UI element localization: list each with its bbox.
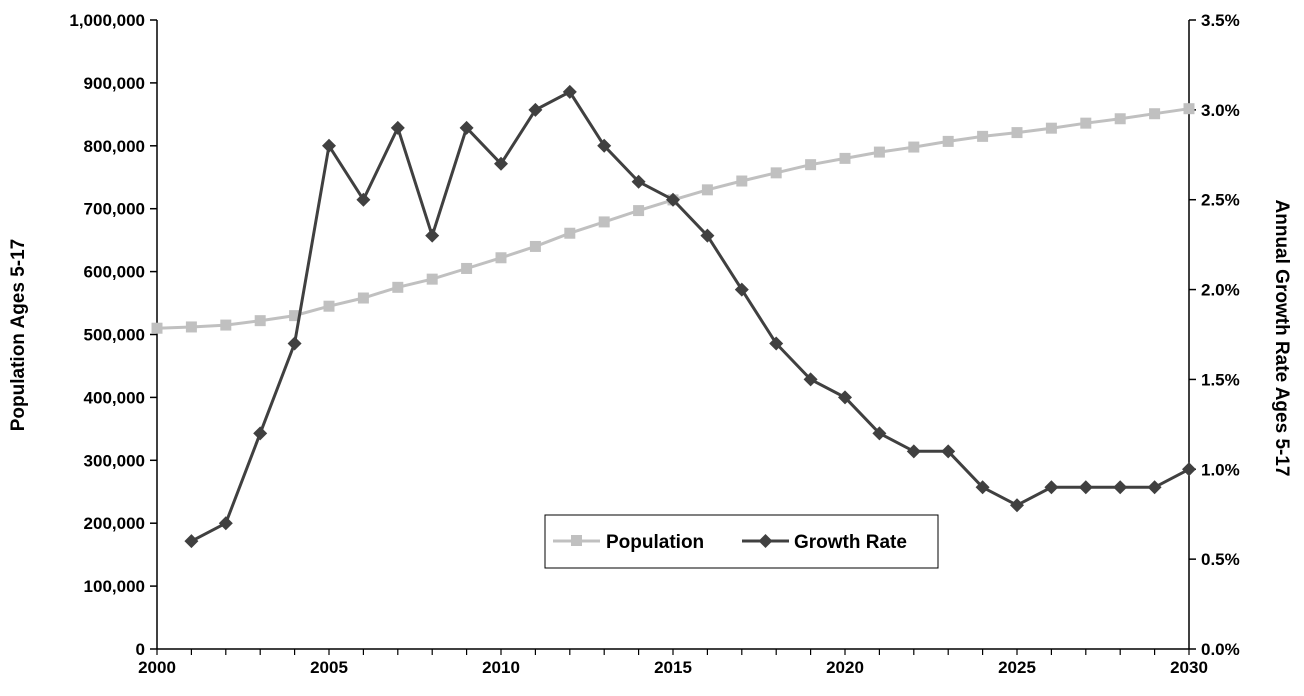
data-point-population xyxy=(426,273,438,285)
data-point-population xyxy=(1114,113,1126,125)
data-point-population xyxy=(770,167,782,179)
data-point-population xyxy=(736,175,748,187)
data-point-population xyxy=(1045,122,1057,134)
data-point-growth-rate xyxy=(872,426,887,441)
data-point-growth-rate xyxy=(975,480,990,495)
data-point-population xyxy=(564,227,576,239)
x-tick-label: 2010 xyxy=(482,658,520,677)
y-tick-label: 0 xyxy=(136,640,145,659)
data-point-growth-rate xyxy=(390,120,405,135)
y-tick-label: 900,000 xyxy=(84,74,145,93)
data-point-growth-rate xyxy=(838,390,852,405)
data-point-population xyxy=(977,130,989,142)
series-layer xyxy=(151,84,1196,549)
data-point-growth-rate xyxy=(1010,498,1024,513)
data-point-growth-rate xyxy=(184,534,199,549)
data-point-growth-rate xyxy=(356,192,371,207)
data-point-growth-rate xyxy=(666,192,680,207)
data-point-growth-rate xyxy=(528,102,543,117)
data-point-growth-rate xyxy=(253,426,268,441)
data-point-population xyxy=(220,319,232,331)
data-point-growth-rate xyxy=(1078,480,1093,495)
y2-axis-title: Annual Growth Rate Ages 5-17 xyxy=(1271,200,1292,477)
x-tick-label: 2005 xyxy=(310,658,348,677)
data-point-population xyxy=(495,252,507,264)
data-point-growth-rate xyxy=(459,120,474,135)
x-tick-label: 2015 xyxy=(654,658,692,677)
y2-tick-label: 2.0% xyxy=(1201,281,1240,300)
legend-marker-population xyxy=(571,535,582,546)
y-tick-label: 600,000 xyxy=(84,263,145,282)
data-point-population xyxy=(392,281,404,293)
data-point-growth-rate xyxy=(769,336,784,351)
legend-label-population: Population xyxy=(606,532,704,553)
data-point-population xyxy=(461,262,473,274)
data-point-growth-rate xyxy=(287,336,302,351)
y2-tick-label: 3.5% xyxy=(1201,11,1240,30)
data-point-population xyxy=(1080,117,1092,129)
series-line-growth-rate xyxy=(190,89,1190,543)
data-point-growth-rate xyxy=(425,228,440,243)
data-point-growth-rate xyxy=(941,444,956,459)
data-point-population xyxy=(598,216,610,228)
ticks: 0 100,000 200,000 300,000 400,000 500,000 600,… xyxy=(69,11,1239,677)
data-point-population xyxy=(633,205,645,217)
y-tick-label: 500,000 xyxy=(84,326,145,345)
x-tick-label: 2030 xyxy=(1170,658,1208,677)
data-point-population xyxy=(701,184,713,196)
data-point-growth-rate xyxy=(700,228,715,243)
data-point-population xyxy=(289,310,301,322)
data-point-growth-rate xyxy=(218,516,233,531)
data-point-growth-rate xyxy=(734,282,749,297)
y2-tick-label: 1.0% xyxy=(1201,460,1240,479)
data-point-population xyxy=(839,152,851,164)
y-tick-label: 800,000 xyxy=(84,137,145,156)
y2-tick-label: 0.0% xyxy=(1201,640,1240,659)
data-point-growth-rate xyxy=(1147,480,1162,495)
y2-tick-label: 0.5% xyxy=(1201,550,1240,569)
data-point-population xyxy=(1011,127,1023,139)
data-point-growth-rate xyxy=(494,156,508,171)
data-point-population xyxy=(357,292,369,304)
series-line-population xyxy=(156,107,1190,330)
data-point-population xyxy=(942,135,954,147)
data-point-growth-rate xyxy=(1182,462,1196,477)
data-point-growth-rate xyxy=(322,138,336,153)
data-point-population xyxy=(254,315,266,327)
data-point-population xyxy=(529,240,541,252)
data-point-population xyxy=(185,321,197,333)
y-tick-label: 1,000,000 xyxy=(69,11,145,30)
legend-box xyxy=(544,514,939,569)
data-point-population xyxy=(1149,108,1161,120)
y-axis-title: Population Ages 5-17 xyxy=(8,239,29,432)
data-point-population xyxy=(323,300,335,312)
y-tick-label: 400,000 xyxy=(84,388,145,407)
data-point-population xyxy=(873,146,885,158)
y2-tick-label: 3.0% xyxy=(1201,101,1240,120)
data-point-population xyxy=(805,159,817,171)
x-tick-label: 2020 xyxy=(826,658,864,677)
x-tick-label: 2025 xyxy=(998,658,1036,677)
y-tick-label: 300,000 xyxy=(84,451,145,470)
legend: Population Growth Rate xyxy=(544,514,939,569)
y-tick-label: 700,000 xyxy=(84,200,145,219)
y-tick-label: 100,000 xyxy=(84,577,145,596)
data-point-growth-rate xyxy=(803,372,818,387)
data-point-population xyxy=(151,322,163,334)
x-tick-label: 2000 xyxy=(138,658,176,677)
legend-marker-growth-rate xyxy=(758,534,773,548)
y-tick-label: 200,000 xyxy=(84,514,145,533)
data-point-population xyxy=(908,141,920,153)
data-point-growth-rate xyxy=(631,174,646,189)
legend-label-growth-rate: Growth Rate xyxy=(794,532,907,553)
data-point-population xyxy=(1183,103,1195,115)
data-point-growth-rate xyxy=(562,84,577,99)
y2-tick-label: 1.5% xyxy=(1201,370,1240,389)
data-point-growth-rate xyxy=(906,444,921,459)
data-point-growth-rate xyxy=(1044,480,1059,495)
data-point-growth-rate xyxy=(1113,480,1128,495)
y2-tick-label: 2.5% xyxy=(1201,191,1240,210)
data-point-growth-rate xyxy=(597,138,612,153)
